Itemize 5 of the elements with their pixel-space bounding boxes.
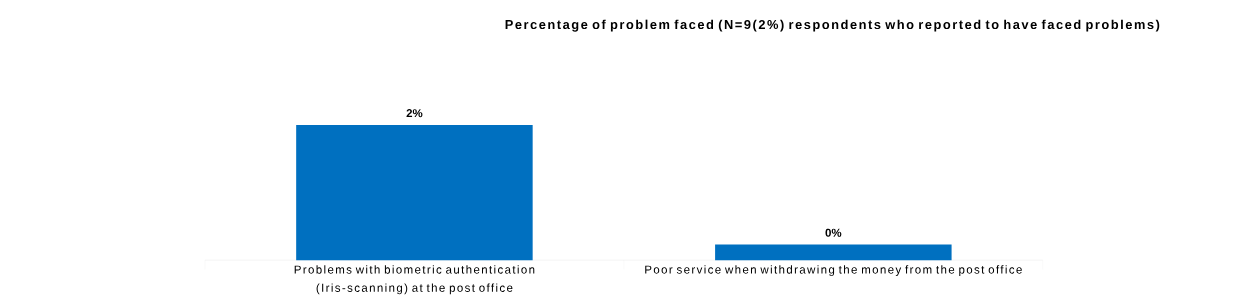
data-label: 2% (406, 109, 423, 118)
data-label: 0% (825, 228, 842, 237)
x-tick-label: Problems with biometric authentication (Iris-scanning) at the post office (294, 265, 535, 295)
x-tick-label: Poor service when withdrawing the money from the post office (645, 265, 1022, 276)
chart-title: Percentage of problem faced (N=9(2%) respondents who reported to have faced problems) (505, 19, 1160, 32)
